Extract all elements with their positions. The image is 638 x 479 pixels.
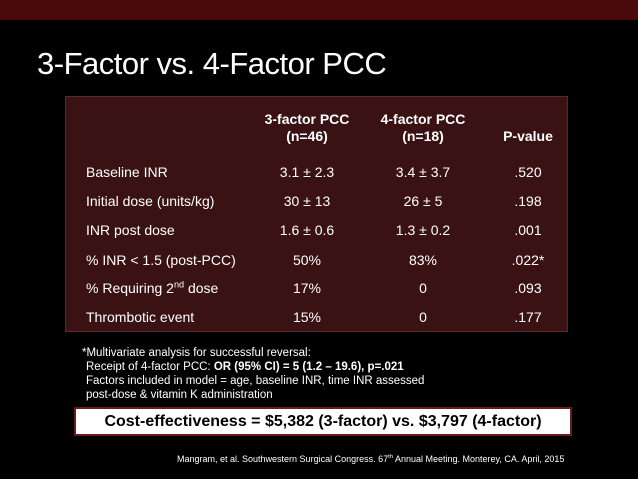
footnote-line3: Factors included in model = age, baselin… <box>86 375 425 387</box>
header-4factor: 4-factor PCC <box>380 111 466 127</box>
cell-3factor: 1.6 ± 0.6 <box>279 222 335 238</box>
slide-title: 3-Factor vs. 4-Factor PCC <box>37 46 387 81</box>
cell-pvalue: .198 <box>514 193 542 209</box>
cell-4factor: 0 <box>419 280 427 296</box>
cell-4factor: 83% <box>408 252 438 268</box>
row-label: Baseline INR <box>86 164 168 180</box>
results-table <box>65 96 568 332</box>
citation: Mangram, et al. Southwestern Surgical Co… <box>177 454 565 464</box>
footnote-line2: Receipt of 4-factor PCC: OR (95% CI) = 5… <box>86 361 404 373</box>
top-banner <box>0 0 638 20</box>
header-4factor-n: (n=18) <box>402 128 444 144</box>
footnote-line4: post-dose & vitamin K administration <box>86 389 273 401</box>
row-label: % INR < 1.5 (post-PCC) <box>86 252 236 268</box>
row-label: Thrombotic event <box>86 309 195 325</box>
cell-pvalue: .022* <box>511 252 545 268</box>
cell-4factor: 26 ± 5 <box>403 193 443 209</box>
row-label: % Requiring 2nd dose <box>86 279 219 296</box>
cell-pvalue: .177 <box>514 309 542 325</box>
cell-4factor: 0 <box>419 309 427 325</box>
cell-pvalue: .520 <box>514 164 542 180</box>
cell-4factor: 1.3 ± 0.2 <box>395 222 451 238</box>
footnote-line1: *Multivariate analysis for successful re… <box>82 347 311 359</box>
header-3factor-n: (n=46) <box>286 128 328 144</box>
row-label: Initial dose (units/kg) <box>86 193 215 209</box>
cell-3factor: 50% <box>292 252 322 268</box>
cell-3factor: 30 ± 13 <box>283 193 331 209</box>
row-label: INR post dose <box>86 222 175 238</box>
header-3factor: 3-factor PCC <box>264 111 350 127</box>
header-pvalue: P-value <box>503 128 553 144</box>
cost-effectiveness-box: Cost-effectiveness = $5,382 (3-factor) v… <box>74 407 572 436</box>
cell-pvalue: .093 <box>514 280 542 296</box>
cell-3factor: 15% <box>292 309 322 325</box>
cell-3factor: 3.1 ± 2.3 <box>279 164 335 180</box>
cell-4factor: 3.4 ± 3.7 <box>395 164 451 180</box>
cell-3factor: 17% <box>292 280 322 296</box>
cell-pvalue: .001 <box>514 222 542 238</box>
